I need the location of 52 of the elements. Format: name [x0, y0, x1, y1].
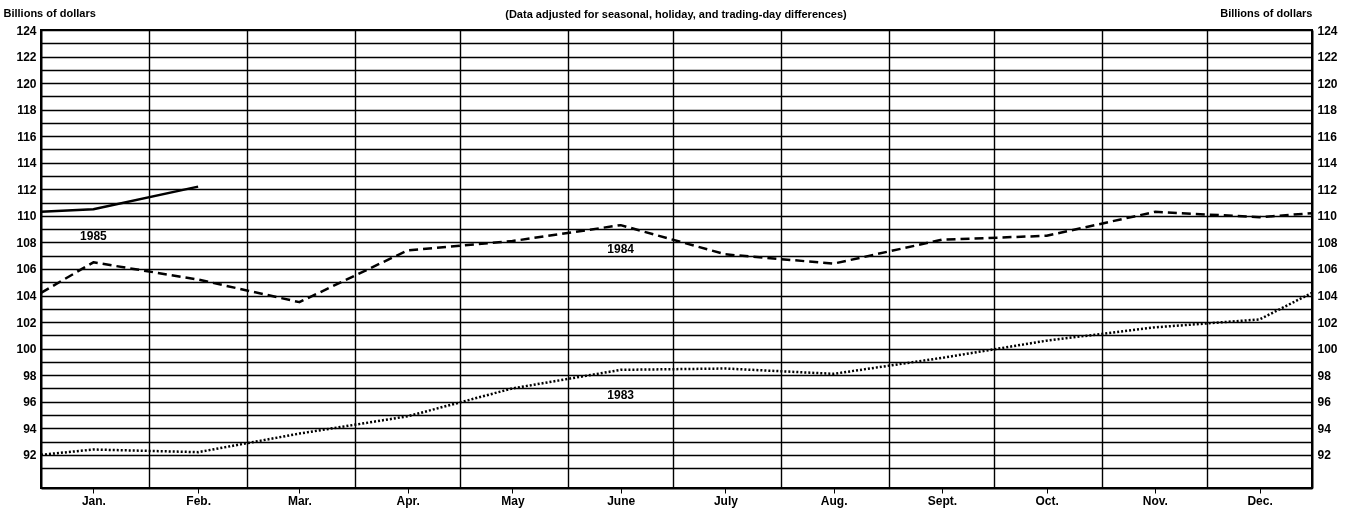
y2-tick-label: 110	[1317, 209, 1338, 224]
y2-tick-label: 92	[1317, 448, 1332, 463]
y2-tick-label: 120	[1317, 76, 1338, 91]
series-label: 1983	[607, 388, 635, 403]
y2-tick-label: 106	[1317, 262, 1338, 277]
y2-tick-label: 114	[1317, 156, 1338, 171]
y2-tick-label: 102	[1317, 315, 1338, 330]
y-tick-label: 116	[17, 129, 37, 144]
chart-subtitle: (Data adjusted for seasonal, holiday, and trading-day differences)	[505, 8, 848, 20]
series-label: 1984	[607, 242, 635, 257]
x-tick-label: Feb.	[186, 493, 211, 508]
y-tick-label: 94	[23, 421, 37, 436]
x-tick-label: Sept.	[927, 493, 958, 508]
x-tick-label: Nov.	[1142, 493, 1168, 508]
y-tick-label: 106	[16, 262, 37, 277]
x-tick-label: Apr.	[396, 493, 420, 508]
y2-tick-label: 96	[1317, 395, 1332, 410]
x-tick-label: Oct.	[1035, 493, 1059, 508]
y-tick-label: 96	[23, 395, 37, 410]
y-tick-label: 108	[16, 235, 37, 250]
y-tick-label: 110	[17, 209, 37, 224]
y2-tick-label: 94	[1317, 421, 1332, 436]
y2-tick-label: 100	[1317, 342, 1338, 357]
y-tick-label: 112	[17, 182, 37, 197]
y-tick-label: 92	[23, 448, 37, 463]
x-tick-label: Mar.	[287, 493, 312, 508]
series-label: 1985	[80, 228, 108, 243]
y-tick-label: 118	[17, 103, 37, 118]
x-tick-label: Jan.	[81, 493, 106, 508]
x-tick-label: June	[607, 493, 636, 508]
y-tick-label: 114	[17, 156, 37, 171]
y2-tick-label: 124	[1317, 23, 1338, 38]
x-tick-label: Aug.	[820, 493, 848, 508]
y-tick-label: 100	[16, 342, 37, 357]
y2-tick-label: 104	[1317, 289, 1338, 304]
x-tick-label: May	[501, 493, 525, 508]
y-tick-label: 124	[16, 23, 37, 38]
x-tick-label: Dec.	[1247, 493, 1273, 508]
y2-tick-label: 112	[1317, 182, 1338, 197]
y-tick-label: 122	[16, 50, 37, 65]
y2-tick-label: 108	[1317, 235, 1338, 250]
y-tick-label: 98	[23, 368, 37, 383]
y-tick-label: 120	[16, 76, 37, 91]
y2-tick-label: 122	[1317, 50, 1338, 65]
y2-axis-title: Billions of dollars	[1220, 6, 1313, 19]
y-axis-title: Billions of dollars	[3, 6, 96, 19]
y2-tick-label: 118	[1317, 103, 1338, 118]
x-tick-label: July	[713, 493, 739, 508]
y-tick-label: 104	[16, 289, 37, 304]
y2-tick-label: 116	[1317, 129, 1338, 144]
y2-tick-label: 98	[1317, 368, 1332, 383]
y-tick-label: 102	[16, 315, 37, 330]
